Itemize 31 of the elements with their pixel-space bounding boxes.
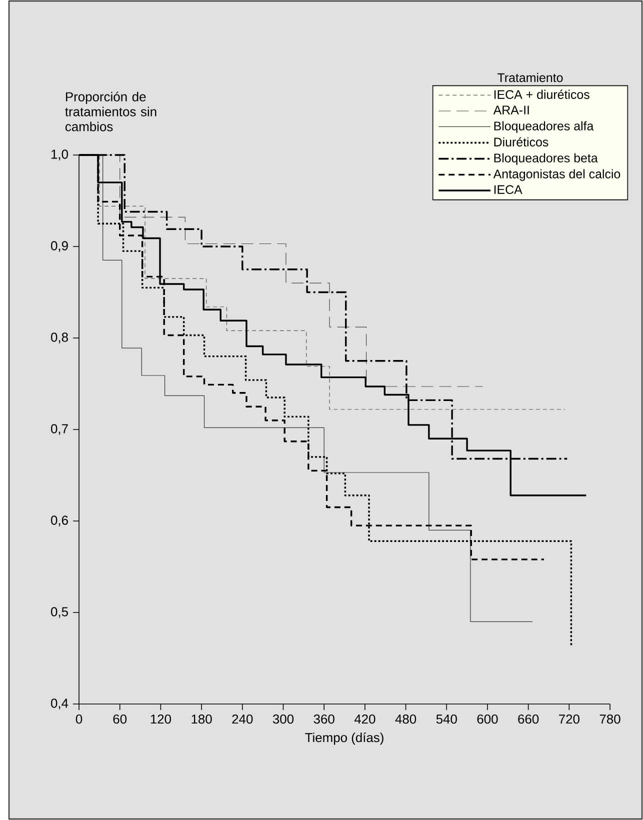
x-tick-label: 300 [272,714,294,724]
legend-label: IECA [494,185,522,194]
y-tick-label: 0,9 [51,241,68,252]
y-tick-label: 1,0 [51,150,68,160]
y-tick-label: 0,8 [51,332,68,344]
legend-label: Bloqueadores beta [494,153,598,165]
y-tick-label: 0,7 [51,424,68,435]
y-tick-label: 0,4 [51,698,68,710]
x-tick-label: 660 [518,714,539,724]
legend-label: ARA-II [493,106,529,114]
x-tick-label: 120 [150,714,171,724]
legend-label: IECA + diuréticos [494,90,590,99]
y-tick-label: 0,5 [51,607,68,618]
y-axis-title: Proporción de tratamientos sin cambios [65,92,156,132]
x-tick-label: 720 [559,714,580,724]
x-tick-label: 360 [314,714,334,724]
legend-label: Diuréticos [494,137,548,146]
legend-label: Antagonistas del calcio [493,169,620,181]
y-tick-label: 0,6 [51,516,68,526]
x-tick-label: 60 [113,714,127,724]
x-axis-title: Tiempo (días) [305,732,384,745]
x-tick-label: 240 [232,714,253,724]
x-tick-label: 600 [477,714,498,724]
x-tick-label: 480 [395,714,416,724]
legend-label: Bloqueadores alfa [494,121,594,133]
x-tick-label: 780 [600,714,620,724]
x-tick-label: 540 [436,714,457,724]
x-tick-label: 420 [354,714,376,724]
x-tick-label: 0 [76,714,82,724]
legend-title: Tratamiento [498,72,563,82]
x-tick-label: 180 [192,714,212,724]
